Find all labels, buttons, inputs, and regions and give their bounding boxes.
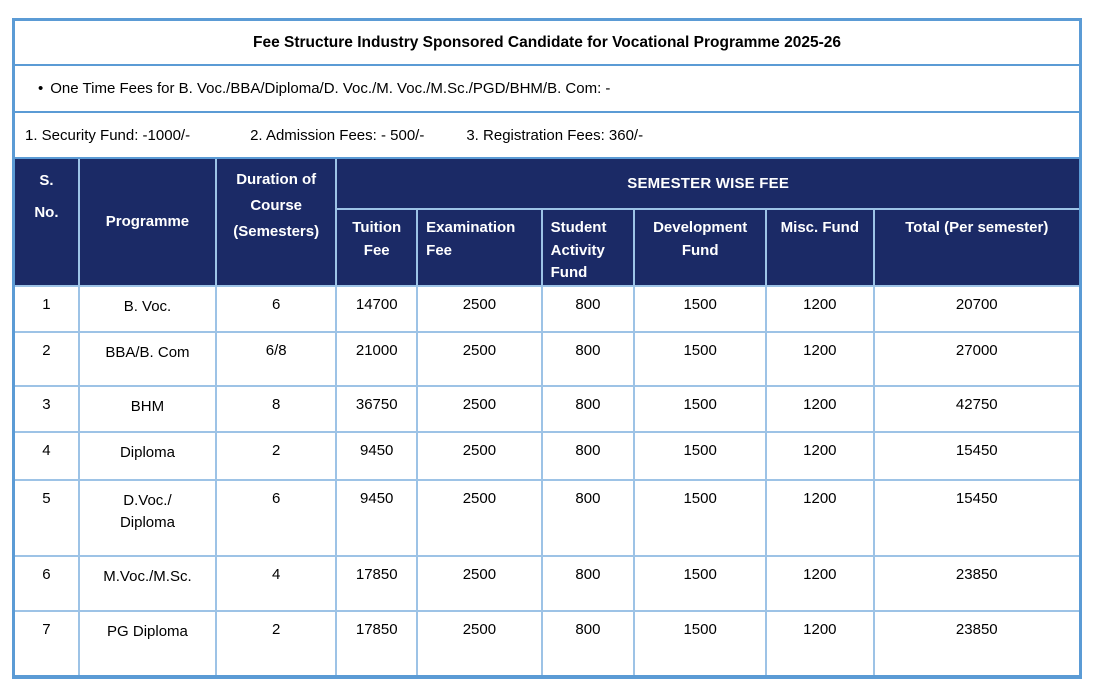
cell-misc-fund: 1200 — [765, 284, 875, 333]
cell-student-activity-fund: 800 — [540, 609, 636, 675]
one-time-fees-row: • One Time Fees for B. Voc./BBA/Diploma/… — [15, 66, 1079, 113]
cell-programme: B. Voc. — [77, 284, 218, 333]
table-row: 1 B. Voc. 6 14700 2500 800 1500 1200 207… — [15, 284, 1079, 333]
cell-examination-fee: 2500 — [416, 284, 543, 333]
cell-development-fund: 1500 — [633, 384, 768, 433]
cell-tuition-fee: 14700 — [335, 284, 419, 333]
cell-programme: D.Voc./ Diploma — [77, 478, 218, 557]
page-title: Fee Structure Industry Sponsored Candida… — [252, 33, 841, 51]
cell-development-fund: 1500 — [633, 430, 768, 481]
cell-development-fund: 1500 — [633, 330, 768, 387]
cell-development-fund: 1500 — [633, 609, 768, 675]
table-header-group-row: S. No. Programme Duration of Course (Sem… — [15, 159, 1079, 287]
cell-total: 23850 — [872, 609, 1079, 675]
column-group-header-semester-wise-fee: SEMESTER WISE FEE — [335, 159, 1079, 210]
cell-development-fund: 1500 — [633, 284, 768, 333]
one-time-fee-items-row: 1. Security Fund: -1000/- 2. Admission F… — [15, 113, 1079, 159]
cell-student-activity-fund: 800 — [540, 284, 636, 333]
column-header-programme: Programme — [77, 159, 218, 287]
fee-item-security-fund: 1. Security Fund: -1000/- — [25, 126, 191, 144]
cell-duration: 8 — [215, 384, 338, 433]
table-row: 3 BHM 8 36750 2500 800 1500 1200 42750 — [15, 384, 1079, 433]
cell-total: 15450 — [872, 430, 1079, 481]
cell-student-activity-fund: 800 — [540, 554, 636, 612]
cell-tuition-fee: 9450 — [335, 430, 419, 481]
column-header-misc-fund: Misc. Fund — [765, 208, 875, 287]
cell-s-no: 3 — [15, 384, 80, 433]
column-header-s-no: S. No. — [15, 159, 80, 287]
cell-s-no: 7 — [15, 609, 80, 675]
table-row: 2 BBA/B. Com 6/8 21000 2500 800 1500 120… — [15, 330, 1079, 387]
cell-misc-fund: 1200 — [765, 430, 875, 481]
fee-table: S. No. Programme Duration of Course (Sem… — [15, 159, 1079, 675]
cell-misc-fund: 1200 — [765, 384, 875, 433]
cell-programme: Diploma — [77, 430, 218, 481]
cell-s-no: 5 — [15, 478, 80, 557]
cell-tuition-fee: 17850 — [335, 554, 419, 612]
cell-tuition-fee: 9450 — [335, 478, 419, 557]
column-header-duration: Duration of Course (Semesters) — [215, 159, 338, 287]
cell-programme: PG Diploma — [77, 609, 218, 675]
cell-examination-fee: 2500 — [416, 609, 543, 675]
cell-student-activity-fund: 800 — [540, 478, 636, 557]
cell-duration: 6 — [215, 478, 338, 557]
cell-programme: BHM — [77, 384, 218, 433]
cell-s-no: 1 — [15, 284, 80, 333]
cell-examination-fee: 2500 — [416, 430, 543, 481]
table-subheader-row: Tuition Fee Examination Fee Student Acti… — [15, 208, 1079, 287]
cell-examination-fee: 2500 — [416, 554, 543, 612]
cell-total: 42750 — [872, 384, 1079, 433]
cell-programme: BBA/B. Com — [77, 330, 218, 387]
cell-duration: 6/8 — [215, 330, 338, 387]
cell-examination-fee: 2500 — [416, 478, 543, 557]
cell-misc-fund: 1200 — [765, 330, 875, 387]
column-header-examination-fee: Examination Fee — [416, 208, 543, 287]
table-row: 5 D.Voc./ Diploma 6 9450 2500 800 1500 1… — [15, 478, 1079, 557]
cell-tuition-fee: 17850 — [335, 609, 419, 675]
cell-total: 23850 — [872, 554, 1079, 612]
cell-duration: 4 — [215, 554, 338, 612]
cell-programme: M.Voc./M.Sc. — [77, 554, 218, 612]
cell-duration: 2 — [215, 609, 338, 675]
column-header-tuition-fee: Tuition Fee — [336, 208, 419, 287]
cell-development-fund: 1500 — [633, 554, 768, 612]
cell-total: 15450 — [872, 478, 1079, 557]
column-header-development-fund: Development Fund — [633, 208, 768, 287]
cell-tuition-fee: 36750 — [335, 384, 419, 433]
cell-development-fund: 1500 — [633, 478, 768, 557]
document-title-row: Fee Structure Industry Sponsored Candida… — [15, 21, 1079, 66]
cell-misc-fund: 1200 — [765, 554, 875, 612]
fee-item-admission-fees: 2. Admission Fees: - 500/- — [250, 126, 425, 144]
cell-student-activity-fund: 800 — [540, 330, 636, 387]
cell-s-no: 4 — [15, 430, 80, 481]
cell-examination-fee: 2500 — [416, 384, 543, 433]
cell-s-no: 2 — [15, 330, 80, 387]
fee-structure-document: Fee Structure Industry Sponsored Candida… — [12, 18, 1082, 679]
one-time-fees-note: One Time Fees for B. Voc./BBA/Diploma/D.… — [50, 80, 611, 97]
cell-duration: 6 — [215, 284, 338, 333]
column-header-total-per-semester: Total (Per semester) — [872, 208, 1079, 287]
table-row: 7 PG Diploma 2 17850 2500 800 1500 1200 … — [15, 609, 1079, 675]
cell-student-activity-fund: 800 — [540, 384, 636, 433]
bullet-icon: • — [38, 80, 44, 97]
cell-s-no: 6 — [15, 554, 80, 612]
cell-misc-fund: 1200 — [765, 478, 875, 557]
cell-misc-fund: 1200 — [765, 609, 875, 675]
column-header-student-activity-fund: Student Activity Fund — [540, 208, 636, 287]
cell-total: 20700 — [872, 284, 1079, 333]
fee-item-registration-fees: 3. Registration Fees: 360/- — [466, 126, 644, 144]
cell-tuition-fee: 21000 — [335, 330, 419, 387]
cell-duration: 2 — [215, 430, 338, 481]
cell-student-activity-fund: 800 — [540, 430, 636, 481]
cell-examination-fee: 2500 — [416, 330, 543, 387]
cell-total: 27000 — [872, 330, 1079, 387]
table-row: 4 Diploma 2 9450 2500 800 1500 1200 1545… — [15, 430, 1079, 481]
table-row: 6 M.Voc./M.Sc. 4 17850 2500 800 1500 120… — [15, 554, 1079, 612]
